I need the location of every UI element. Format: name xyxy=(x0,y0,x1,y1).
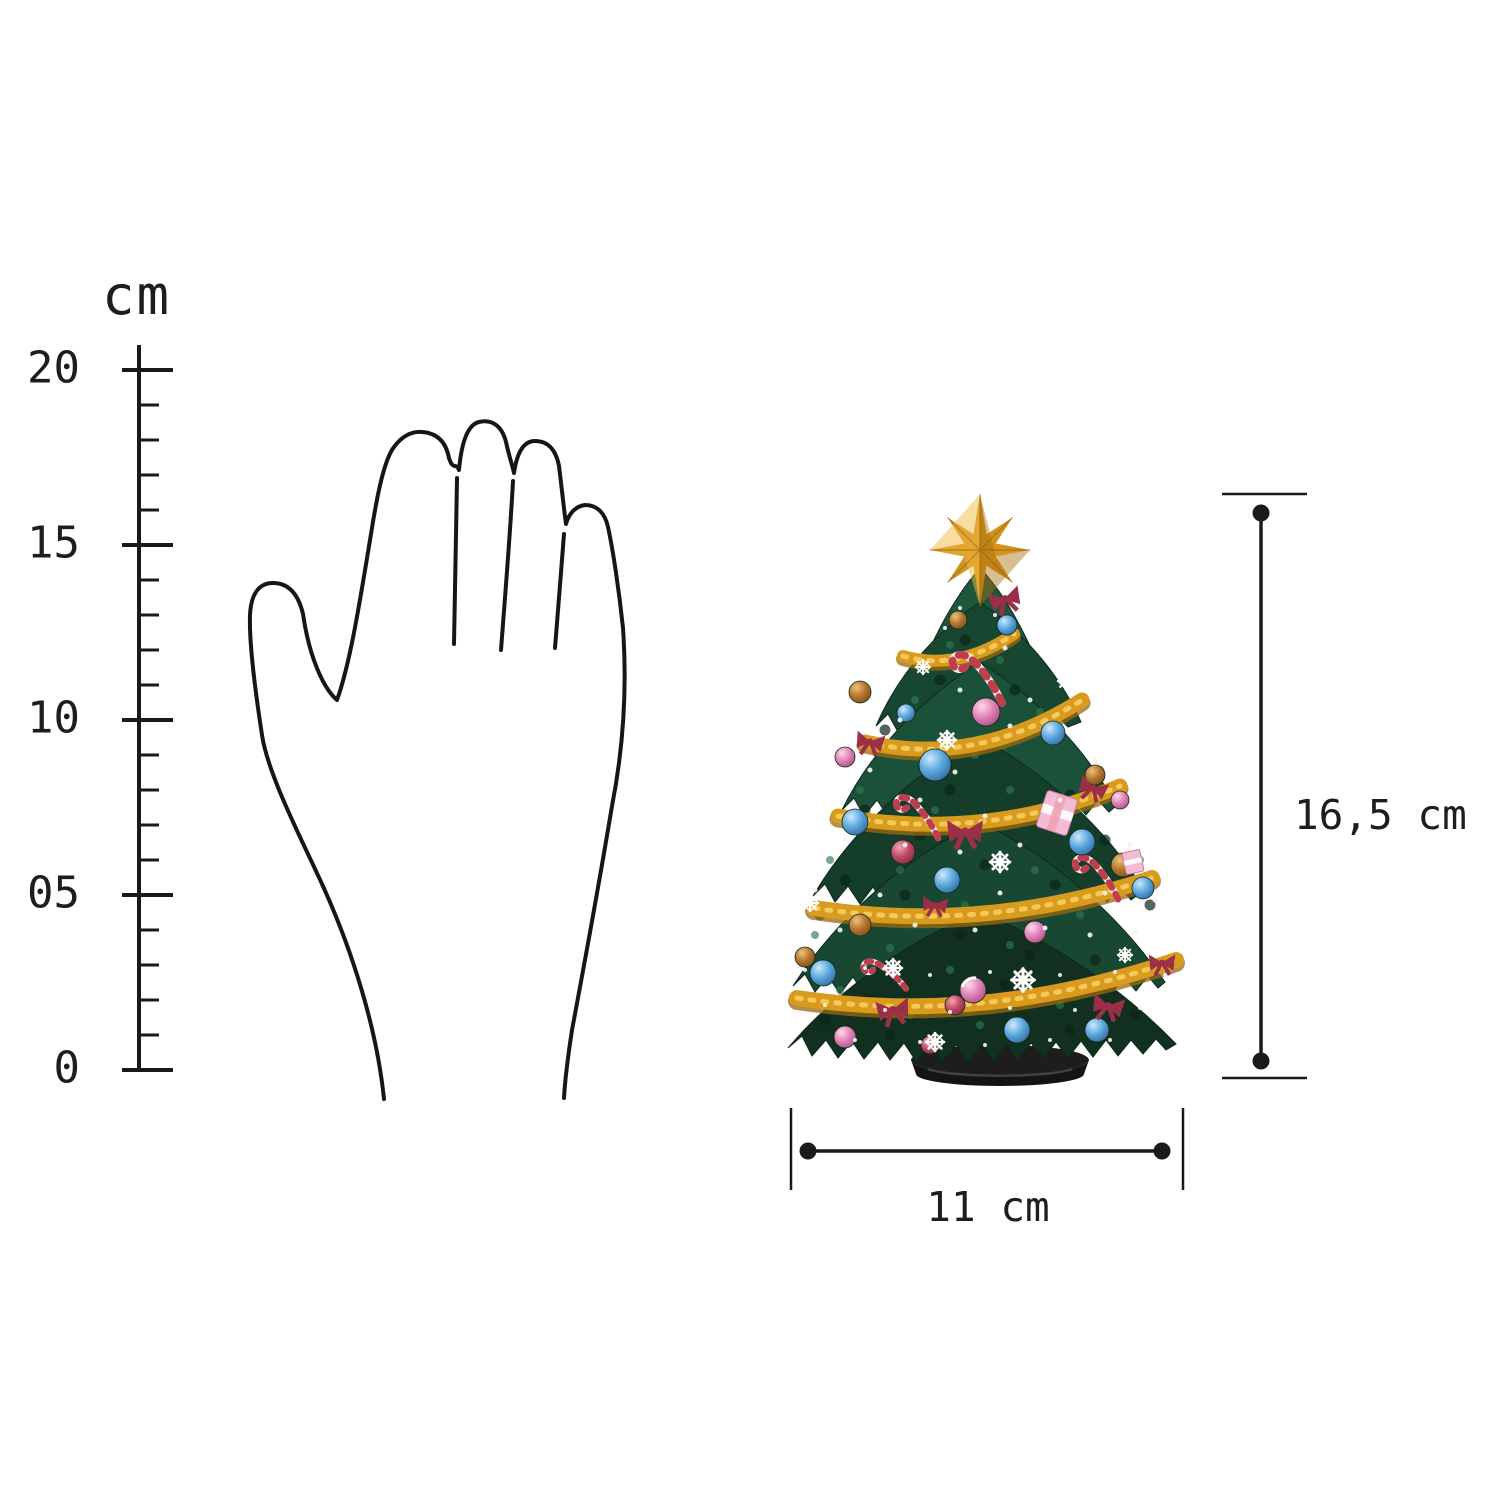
ball-ornaments xyxy=(794,610,1155,1055)
ruler-scale xyxy=(122,345,173,1072)
snow-specks xyxy=(803,606,1167,1047)
ruler-major-ticks xyxy=(122,368,173,1072)
ruler-tick-label-15: 15 xyxy=(27,517,80,569)
width-dimension-indicator xyxy=(789,1108,1185,1190)
ruler-minor-ticks xyxy=(138,403,159,1037)
width-dimension-label: 11 cm xyxy=(926,1183,1050,1231)
ruler-tick-label-20: 20 xyxy=(27,342,80,394)
hand-finger-lines xyxy=(452,476,566,652)
ruler-tick-label-0: 0 xyxy=(53,1042,81,1094)
hand-outline-illustration xyxy=(247,419,627,1101)
ruler-tick-label-05: 05 xyxy=(27,867,80,919)
hand-outer-path xyxy=(247,419,627,1101)
height-dimension-indicator xyxy=(1222,492,1307,1080)
ruler-tick-label-10: 10 xyxy=(27,692,80,744)
star-topper xyxy=(930,494,1030,606)
height-dimension-bottom-dot xyxy=(1252,1052,1270,1070)
width-dimension-left-dot xyxy=(799,1142,817,1160)
gift-ornaments xyxy=(1036,790,1145,875)
height-dimension-label: 16,5 cm xyxy=(1294,791,1467,839)
ruler-unit-label: cm xyxy=(102,264,172,327)
christmas-tree-figurine xyxy=(787,494,1185,1086)
width-dimension-right-dot xyxy=(1153,1142,1171,1160)
height-dimension-top-dot xyxy=(1252,504,1270,522)
